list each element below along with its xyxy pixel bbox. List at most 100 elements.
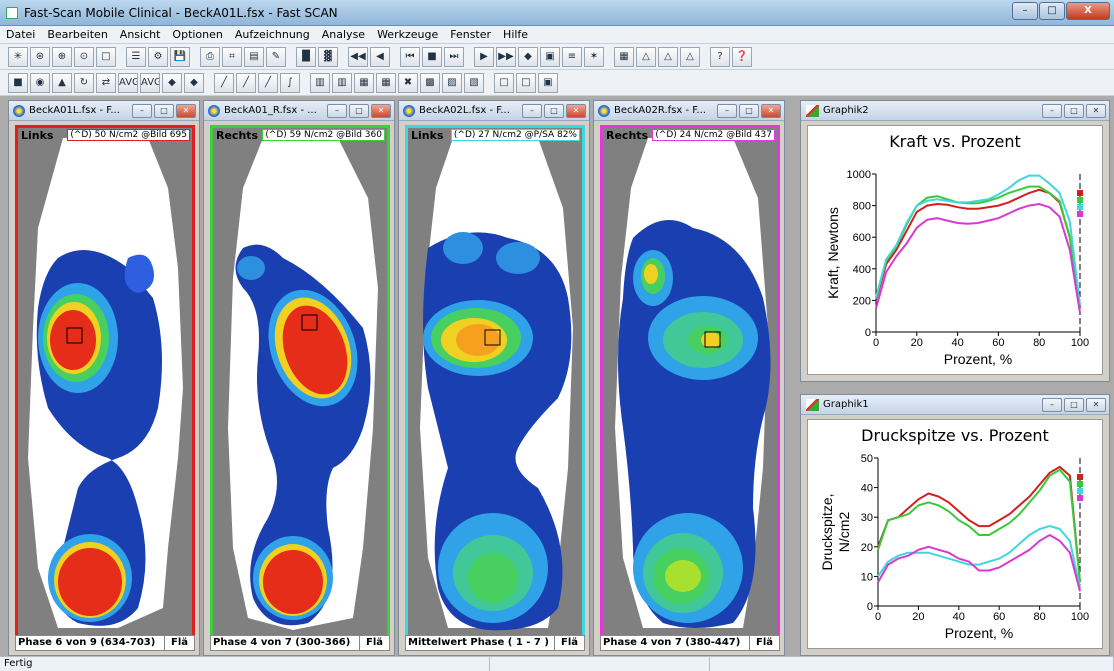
minimize-button[interactable]: – <box>1012 2 1038 20</box>
toolbar-button[interactable]: ▣ <box>540 46 560 67</box>
toolbar-button[interactable]: ▶ <box>474 46 494 67</box>
toolbar-button[interactable]: ▥ <box>332 72 352 93</box>
minimize-icon[interactable]: – <box>327 104 347 118</box>
toolbar-button[interactable]: ☰ <box>126 46 146 67</box>
minimize-icon[interactable]: – <box>1042 104 1062 118</box>
plate-window-titlebar[interactable]: BeckA01_R.fsx - ... – □ ✕ <box>204 101 394 121</box>
maximize-icon[interactable]: □ <box>349 104 369 118</box>
toolbar-button[interactable]: AVG <box>118 72 138 93</box>
menu-hilfe[interactable]: Hilfe <box>503 28 529 41</box>
maximize-icon[interactable]: □ <box>544 104 564 118</box>
toolbar-button[interactable]: □ <box>96 46 116 67</box>
graph-window-titlebar[interactable]: Graphik1 – □ ✕ <box>801 395 1109 415</box>
toolbar-button[interactable]: ∫ <box>280 72 300 93</box>
area-field[interactable]: Flä <box>749 636 779 650</box>
close-icon[interactable]: ✕ <box>371 104 391 118</box>
close-icon[interactable]: ✕ <box>566 104 586 118</box>
toolbar-button[interactable]: ⊕ <box>52 46 72 67</box>
menu-ansicht[interactable]: Ansicht <box>119 28 161 41</box>
toolbar-button[interactable]: □ <box>516 72 536 93</box>
toolbar-button[interactable]: ⏮ <box>400 46 420 67</box>
menu-werkzeuge[interactable]: Werkzeuge <box>377 28 439 41</box>
toolbar-button[interactable]: ▧ <box>464 72 484 93</box>
toolbar-button[interactable]: △ <box>680 46 700 67</box>
close-button[interactable]: X <box>1066 2 1110 20</box>
graph-window-kraft[interactable]: Graphik2 – □ ✕ Kraft vs. Prozent 0 20 40 60 80… <box>800 100 1110 382</box>
toolbar-button[interactable]: AVG <box>140 72 160 93</box>
area-field[interactable]: Flä <box>554 636 584 650</box>
toolbar-button[interactable]: ◉ <box>30 72 50 93</box>
toolbar-button[interactable]: ⎙ <box>200 46 220 67</box>
maximize-icon[interactable]: □ <box>1064 398 1084 412</box>
toolbar-button[interactable]: ⇄ <box>96 72 116 93</box>
plate-window-rechts-2[interactable]: BeckA02R.fsx - F... – □ ✕ <box>593 100 785 656</box>
toolbar-button[interactable]: ▦ <box>614 46 634 67</box>
toolbar-button[interactable]: ≡ <box>562 46 582 67</box>
toolbar-button[interactable]: ⚙ <box>148 46 168 67</box>
maximize-icon[interactable]: □ <box>154 104 174 118</box>
menu-datei[interactable]: Datei <box>6 28 36 41</box>
maximize-button[interactable]: □ <box>1039 2 1065 20</box>
toolbar-button[interactable]: ▨ <box>442 72 462 93</box>
toolbar-button[interactable]: ✖ <box>398 72 418 93</box>
toolbar-button[interactable]: ↻ <box>74 72 94 93</box>
toolbar-button[interactable]: ▦ <box>354 72 374 93</box>
toolbar-button[interactable]: ✳ <box>8 46 28 67</box>
close-icon[interactable]: ✕ <box>1086 398 1106 412</box>
minimize-icon[interactable]: – <box>132 104 152 118</box>
graph-window-titlebar[interactable]: Graphik2 – □ ✕ <box>801 101 1109 121</box>
toolbar-button[interactable]: ▶▶ <box>496 46 516 67</box>
minimize-icon[interactable]: – <box>522 104 542 118</box>
close-icon[interactable]: ✕ <box>176 104 196 118</box>
plate-window-titlebar[interactable]: BeckA02L.fsx - F... – □ ✕ <box>399 101 589 121</box>
minimize-icon[interactable]: – <box>717 104 737 118</box>
toolbar-button[interactable]: △ <box>658 46 678 67</box>
menu-analyse[interactable]: Analyse <box>321 28 366 41</box>
toolbar-button[interactable]: △ <box>636 46 656 67</box>
toolbar-button[interactable]: ❓ <box>732 46 752 67</box>
toolbar-button[interactable]: ╱ <box>214 72 234 93</box>
toolbar-button[interactable]: ▤ <box>244 46 264 67</box>
close-icon[interactable]: ✕ <box>761 104 781 118</box>
toolbar-button[interactable]: □ <box>494 72 514 93</box>
maximize-icon[interactable]: □ <box>1064 104 1084 118</box>
toolbar-button[interactable]: ◀◀ <box>348 46 368 67</box>
toolbar-button[interactable]: ▩ <box>420 72 440 93</box>
toolbar-button[interactable]: 💾 <box>170 46 190 67</box>
area-field[interactable]: Flä <box>164 636 194 650</box>
minimize-icon[interactable]: – <box>1042 398 1062 412</box>
toolbar-button[interactable]: ⏭ <box>444 46 464 67</box>
toolbar-button[interactable]: ⊛ <box>30 46 50 67</box>
toolbar-button[interactable]: ■ <box>422 46 442 67</box>
toolbar-button[interactable]: ▥ <box>310 72 330 93</box>
toolbar-button[interactable]: ▓ <box>318 46 338 67</box>
toolbar-button[interactable]: ╱ <box>236 72 256 93</box>
graph-window-druckspitze[interactable]: Graphik1 – □ ✕ Druckspitze vs. Prozent 0 20… <box>800 394 1110 656</box>
menu-aufzeichnung[interactable]: Aufzeichnung <box>234 28 310 41</box>
toolbar-button[interactable]: ⌗ <box>222 46 242 67</box>
plate-window-titlebar[interactable]: BeckA01L.fsx - F... – □ ✕ <box>9 101 199 121</box>
plate-window-rechts-1[interactable]: BeckA01_R.fsx - ... – □ ✕ Rechts <box>203 100 395 656</box>
plate-window-titlebar[interactable]: BeckA02R.fsx - F... – □ ✕ <box>594 101 784 121</box>
area-field[interactable]: Flä <box>359 636 389 650</box>
toolbar-button[interactable]: ✶ <box>584 46 604 67</box>
toolbar-button[interactable]: ▦ <box>376 72 396 93</box>
toolbar-button[interactable]: ╱ <box>258 72 278 93</box>
maximize-icon[interactable]: □ <box>739 104 759 118</box>
toolbar-button[interactable]: ◀ <box>370 46 390 67</box>
toolbar-button[interactable]: ⊙ <box>74 46 94 67</box>
toolbar-button[interactable]: █ <box>296 46 316 67</box>
menu-bearbeiten[interactable]: Bearbeiten <box>47 28 108 41</box>
toolbar-button[interactable]: ■ <box>8 72 28 93</box>
menu-optionen[interactable]: Optionen <box>172 28 223 41</box>
close-icon[interactable]: ✕ <box>1086 104 1106 118</box>
toolbar-button[interactable]: ▣ <box>538 72 558 93</box>
toolbar-button[interactable]: ✎ <box>266 46 286 67</box>
toolbar-button[interactable]: ◆ <box>184 72 204 93</box>
plate-window-links-1[interactable]: BeckA01L.fsx - F... – □ ✕ <box>8 100 200 656</box>
toolbar-button[interactable]: ◆ <box>162 72 182 93</box>
toolbar-button[interactable]: ▲ <box>52 72 72 93</box>
toolbar-button[interactable]: ? <box>710 46 730 67</box>
plate-window-links-2[interactable]: BeckA02L.fsx - F... – □ ✕ <box>398 100 590 656</box>
menu-fenster[interactable]: Fenster <box>450 28 492 41</box>
